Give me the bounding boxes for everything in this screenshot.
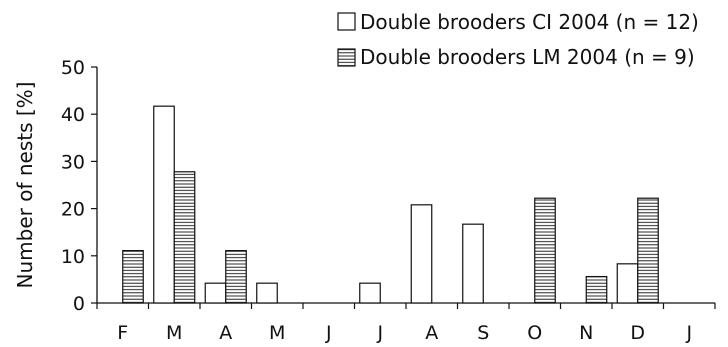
bars	[122, 105, 659, 304]
bar-ci-2004	[204, 282, 227, 304]
legend-label-lm: Double brooders LM 2004 (n = 9)	[360, 45, 695, 69]
y-tick-label: 30	[61, 151, 85, 173]
x-category-label: D	[630, 322, 645, 344]
x-category-label: M	[269, 322, 285, 344]
bar-ci-2004	[616, 263, 639, 304]
legend-swatch-ci	[337, 12, 356, 31]
bar-ci-2004	[153, 105, 175, 304]
x-category-label: N	[579, 322, 593, 344]
x-category-label: F	[117, 322, 128, 344]
x-category-label: O	[527, 322, 542, 344]
x-category-label: M	[166, 322, 182, 344]
y-tick-label: 10	[61, 246, 85, 268]
y-axis-title: Number of nests [%]	[13, 82, 37, 289]
x-category-label: J	[685, 322, 692, 344]
bar-ci-2004	[256, 282, 278, 304]
x-category-label: J	[376, 322, 383, 344]
y-tick-label: 50	[61, 57, 85, 79]
x-category-label: S	[477, 322, 489, 344]
bar-ci-2004	[359, 282, 381, 304]
legend-swatch-lm	[337, 48, 356, 67]
bar-lm-2004	[225, 250, 247, 304]
bar-lm-2004	[534, 197, 556, 304]
x-category-label: A	[425, 322, 438, 344]
legend-label-ci: Double brooders CI 2004 (n = 12)	[360, 10, 699, 34]
bar-lm-2004	[637, 197, 659, 304]
bar-lm-2004	[122, 250, 144, 304]
y-ticks: 0 10 20 30 40 50	[61, 57, 97, 315]
y-tick-label: 20	[61, 199, 85, 221]
y-tick-label: 40	[61, 104, 85, 126]
x-category-label: A	[219, 322, 232, 344]
bar-lm-2004	[173, 171, 196, 304]
bar-ci-2004	[462, 223, 484, 304]
bar-lm-2004	[585, 275, 608, 304]
bar-ci-2004	[410, 204, 433, 304]
y-tick-label: 0	[73, 293, 85, 315]
x-category-label: J	[325, 322, 332, 344]
legend: Double brooders CI 2004 (n = 12) Double …	[337, 10, 699, 69]
